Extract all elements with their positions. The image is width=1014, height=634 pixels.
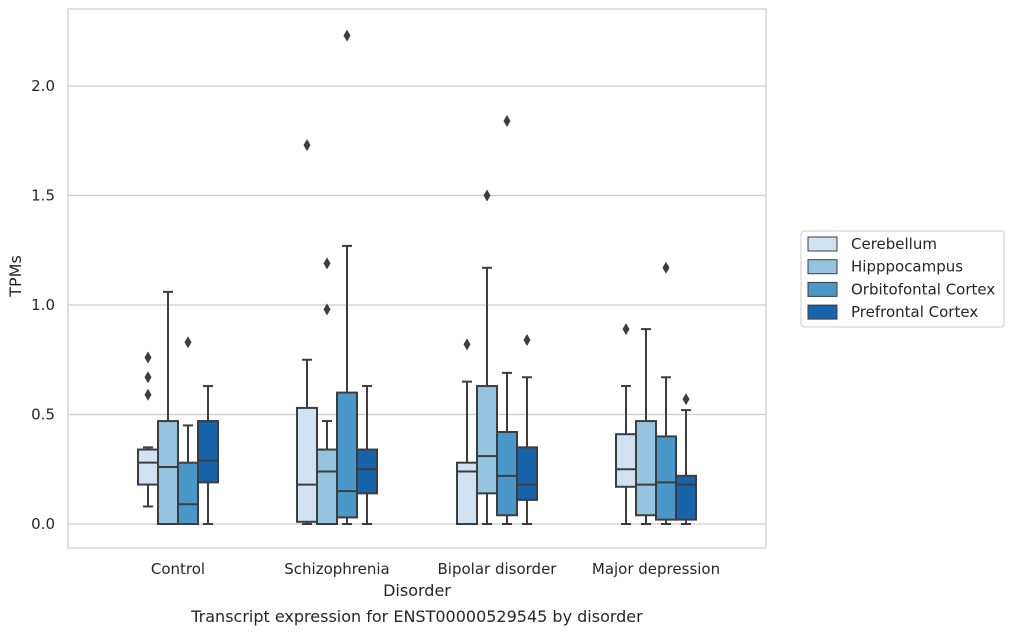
outlier-point xyxy=(662,261,670,274)
y-tick-label: 1.0 xyxy=(31,296,55,314)
box-iqr xyxy=(296,406,318,523)
legend-label: Cerebellum xyxy=(851,235,937,253)
legend-swatch xyxy=(807,236,838,252)
box-iqr xyxy=(137,448,159,486)
outlier-point xyxy=(144,371,152,384)
legend-swatch xyxy=(807,304,838,320)
y-tick-label: 1.5 xyxy=(31,187,55,205)
legend-label: Hipppocampus xyxy=(851,258,963,276)
outlier-point xyxy=(303,139,311,152)
x-axis-label: Disorder xyxy=(383,581,451,600)
box-cerebellum xyxy=(456,338,478,525)
legend-swatch xyxy=(807,259,838,275)
box-iqr xyxy=(615,433,637,488)
outlier-point xyxy=(323,303,331,316)
y-tick-label: 0.5 xyxy=(31,406,55,424)
box-iqr xyxy=(655,435,677,521)
box-prefrontal-cortex xyxy=(516,334,538,525)
box-iqr xyxy=(496,431,518,517)
y-axis-label: TPMs xyxy=(6,255,25,298)
box-orbitofontal-cortex xyxy=(496,115,518,525)
box-iqr xyxy=(177,461,199,525)
box-prefrontal-cortex xyxy=(356,385,378,525)
outlier-point xyxy=(323,257,331,270)
legend: Cerebellum Hipppocampus Orbitofontal Corte… xyxy=(800,230,1005,328)
outlier-point xyxy=(503,115,511,128)
box-orbitofontal-cortex xyxy=(177,336,199,525)
outlier-point xyxy=(463,338,471,351)
outlier-point xyxy=(144,388,152,401)
box-orbitofontal-cortex xyxy=(336,29,358,525)
box-iqr xyxy=(157,420,179,526)
x-tick-label: Major depression xyxy=(592,560,720,578)
box-cerebellum xyxy=(137,351,159,508)
box-iqr xyxy=(675,474,697,521)
outlier-point xyxy=(682,393,690,406)
outlier-point xyxy=(523,334,531,347)
x-tick-label: Control xyxy=(151,560,205,578)
box-hipppocampus xyxy=(476,189,498,525)
outlier-point xyxy=(483,189,491,202)
outlier-point xyxy=(343,29,351,42)
box-hipppocampus xyxy=(316,257,338,526)
box-prefrontal-cortex xyxy=(197,385,219,525)
x-tick-label: Bipolar disorder xyxy=(438,560,558,578)
chart-caption: Transcript expression for ENST0000052954… xyxy=(190,607,643,626)
legend-frame xyxy=(800,230,1005,328)
box-iqr xyxy=(336,391,358,519)
legend-swatch xyxy=(807,281,838,297)
box-iqr xyxy=(516,446,538,501)
box-iqr xyxy=(356,448,378,495)
y-tick-label: 2.0 xyxy=(31,77,55,95)
box-iqr xyxy=(635,420,657,517)
box-cerebellum xyxy=(296,139,318,525)
box-iqr xyxy=(197,420,219,484)
outlier-point xyxy=(622,323,630,336)
x-tick-labels: Control Schizophrenia Bipolar disorder Majo… xyxy=(151,560,720,578)
box-plots xyxy=(137,29,697,526)
box-iqr xyxy=(316,448,338,526)
box-prefrontal-cortex xyxy=(675,393,697,525)
x-tick-label: Schizophrenia xyxy=(284,560,389,578)
y-tick-label: 0.0 xyxy=(31,515,55,533)
legend-label: Orbitofontal Cortex xyxy=(851,280,995,298)
box-iqr xyxy=(476,385,498,495)
legend-label: Prefrontal Cortex xyxy=(851,303,978,321)
y-tick-labels: 0.0 0.5 1.0 1.5 2.0 xyxy=(31,77,55,533)
outlier-point xyxy=(184,336,192,349)
outlier-point xyxy=(144,351,152,364)
